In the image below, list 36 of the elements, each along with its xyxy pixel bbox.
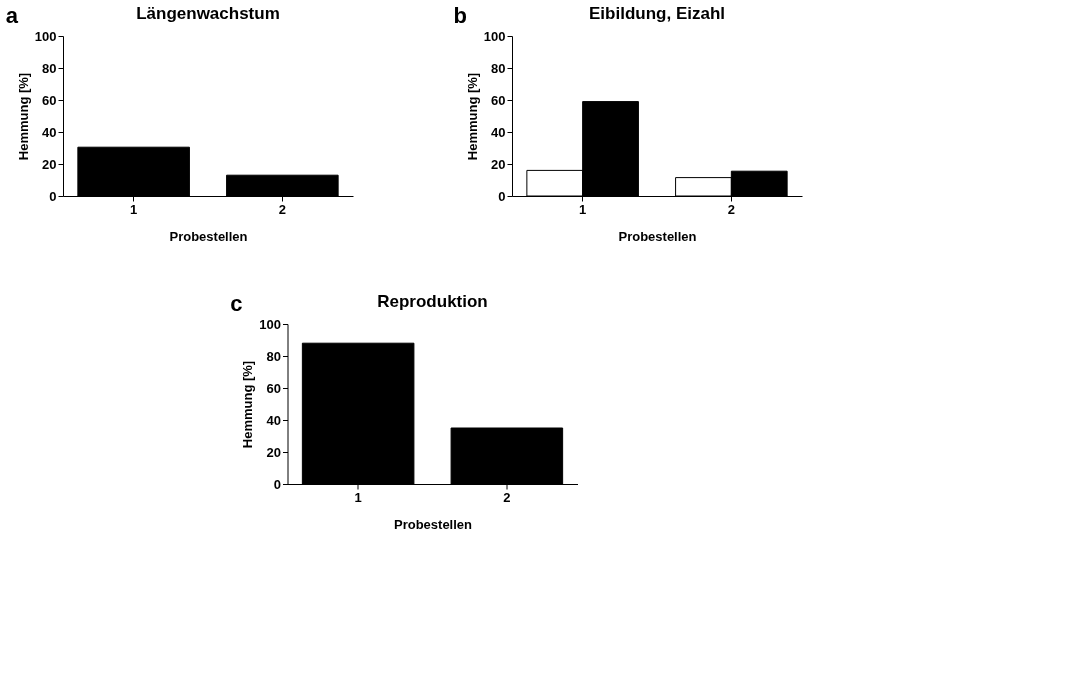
x-axis-title: Probestellen bbox=[169, 228, 248, 244]
y-tick-label: 20 bbox=[266, 444, 281, 460]
y-axis-title: Hemmung [%] bbox=[240, 360, 256, 449]
y-tick-label: 40 bbox=[42, 124, 57, 140]
x-tick-label: 2 bbox=[727, 201, 735, 217]
x-axis-title: Probestellen bbox=[618, 228, 697, 244]
y-tick-label: 80 bbox=[266, 348, 281, 364]
y-tick-label: 40 bbox=[266, 412, 281, 428]
y-tick-label: 80 bbox=[42, 60, 57, 76]
x-tick-label: 1 bbox=[354, 489, 362, 505]
text: b bbox=[453, 3, 467, 28]
chart-title: Eibildung, Eizahl bbox=[589, 4, 725, 23]
x-tick-label: 2 bbox=[278, 201, 286, 217]
x-axis-title: Probestellen bbox=[393, 516, 473, 532]
y-axis-title: Hemmung [%] bbox=[464, 72, 480, 161]
y-tick-label: 0 bbox=[498, 188, 506, 204]
text: a bbox=[5, 3, 19, 28]
y-tick-label: 0 bbox=[49, 188, 57, 204]
y-tick-label: 100 bbox=[483, 28, 506, 44]
x-tick-label: 2 bbox=[503, 489, 511, 505]
y-tick-label: 60 bbox=[42, 92, 57, 108]
chart-title: Längenwachstum bbox=[136, 4, 280, 23]
y-tick-label: 60 bbox=[266, 380, 281, 396]
y-tick-label: 20 bbox=[491, 156, 506, 172]
y-tick-label: 100 bbox=[259, 316, 281, 332]
y-tick-label: 0 bbox=[273, 476, 281, 492]
y-tick-label: 20 bbox=[42, 156, 57, 172]
y-tick-label: 100 bbox=[34, 28, 57, 44]
x-tick-label: 1 bbox=[579, 201, 587, 217]
x-tick-label: 1 bbox=[130, 201, 138, 217]
text: c bbox=[230, 291, 243, 316]
y-tick-label: 40 bbox=[491, 124, 506, 140]
y-axis-title: Hemmung [%] bbox=[15, 72, 31, 161]
y-tick-label: 80 bbox=[491, 60, 506, 76]
chart-title: Reproduktion bbox=[377, 292, 488, 311]
y-tick-label: 60 bbox=[491, 92, 506, 108]
